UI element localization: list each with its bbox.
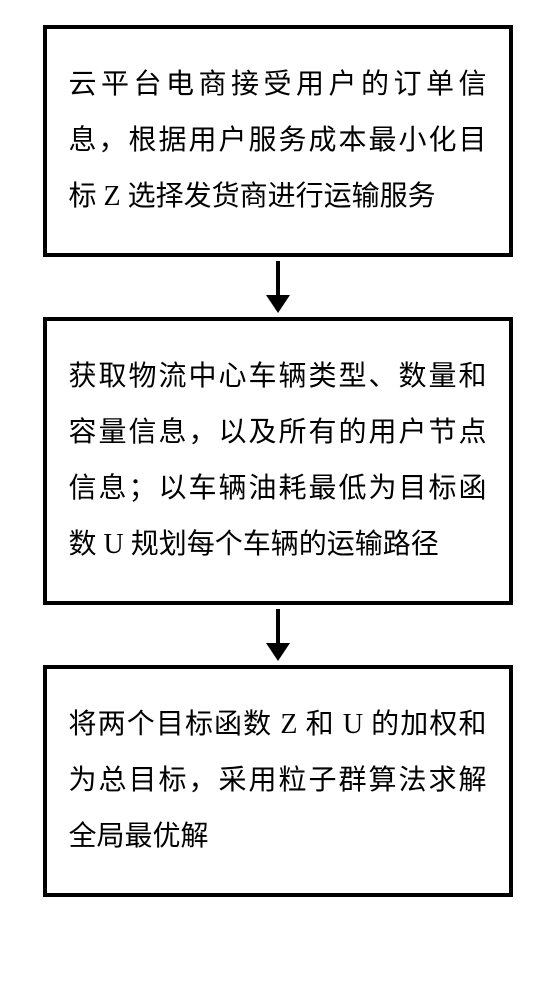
flow-step-1-text: 云平台电商接受用户的订单信息，根据用户服务成本最小化目标 Z 选择发货商进行运输… [69,69,487,212]
flow-step-3: 将两个目标函数 Z 和 U 的加权和为总目标，采用粒子群算法求解全局最优解 [43,665,513,897]
flow-step-3-text: 将两个目标函数 Z 和 U 的加权和为总目标，采用粒子群算法求解全局最优解 [69,709,487,852]
flow-step-2-text: 获取物流中心车辆类型、数量和容量信息，以及所有的用户节点信息；以车辆油耗最低为目… [69,361,487,560]
arrow-2-head-icon [266,643,290,661]
arrow-1 [266,257,290,317]
arrow-1-head-icon [266,295,290,313]
flow-step-2: 获取物流中心车辆类型、数量和容量信息，以及所有的用户节点信息；以车辆油耗最低为目… [43,317,513,605]
arrow-2 [266,605,290,665]
arrow-1-line [276,261,280,297]
flow-step-1: 云平台电商接受用户的订单信息，根据用户服务成本最小化目标 Z 选择发货商进行运输… [43,25,513,257]
arrow-2-line [276,609,280,645]
flowchart-container: 云平台电商接受用户的订单信息，根据用户服务成本最小化目标 Z 选择发货商进行运输… [0,0,555,897]
